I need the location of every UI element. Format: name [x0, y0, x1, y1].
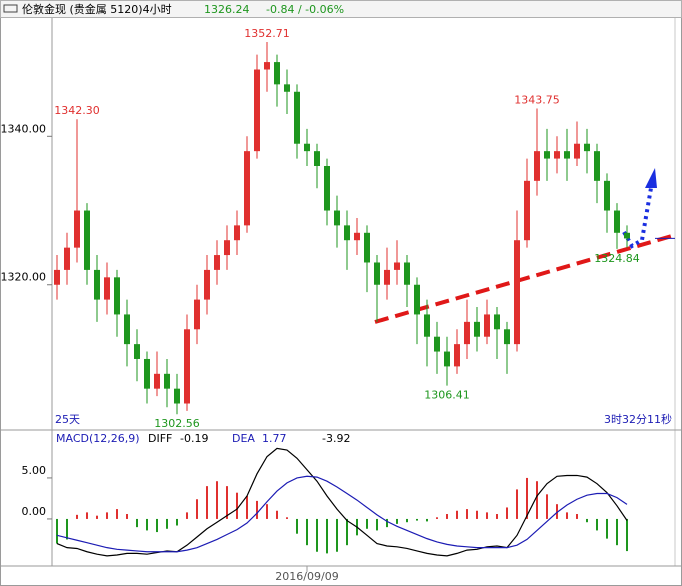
candle-body: [454, 344, 460, 367]
candle-body: [594, 151, 600, 181]
low-label: 1306.41: [424, 389, 470, 402]
candle-body: [74, 210, 80, 248]
candle-body: [384, 269, 390, 285]
candle-body: [574, 143, 580, 159]
high-label: 1352.71: [244, 27, 290, 40]
candle-body: [534, 151, 540, 181]
candle-body: [544, 151, 550, 159]
diff-name: DIFF: [148, 432, 172, 445]
candle-body: [194, 299, 200, 330]
candle-body: [184, 329, 190, 404]
forecast-arrow: [622, 187, 653, 249]
candle-body: [174, 388, 180, 404]
candle-body: [94, 269, 100, 300]
candle-body: [324, 165, 330, 211]
candle-body: [224, 240, 230, 256]
trend-line: [374, 234, 673, 324]
candle-body: [504, 329, 510, 345]
y-tick-label: 1320.00: [1, 271, 47, 284]
candle-body: [444, 351, 450, 367]
diff-value: -0.19: [180, 432, 208, 445]
macd-title: MACD(12,26,9): [56, 432, 140, 445]
macd-value: -3.92: [322, 432, 350, 445]
candle-body: [344, 225, 350, 241]
candle-body: [364, 232, 370, 263]
candle-body: [264, 62, 270, 70]
candle-body: [564, 151, 570, 159]
candle-body: [554, 151, 560, 159]
candle-body: [114, 277, 120, 315]
candle-body: [494, 314, 500, 330]
candle-body: [424, 314, 430, 337]
x-tick-label: 2016/09/09: [275, 570, 338, 583]
candle-body: [524, 180, 530, 241]
macd-line: [56, 475, 628, 553]
candle-body: [254, 69, 260, 152]
high-label: 1342.30: [54, 104, 100, 117]
arrow-head: [645, 168, 657, 188]
candle-body: [474, 321, 480, 337]
header-change: -0.84 / -0.06%: [266, 3, 344, 16]
candle-body: [64, 247, 70, 270]
macd-line: [56, 447, 628, 557]
candle-body: [394, 262, 400, 270]
high-label: 1343.75: [514, 93, 560, 106]
candle-body: [464, 321, 470, 345]
candle-body: [404, 262, 410, 285]
candle-body: [204, 269, 210, 300]
candle-body: [124, 314, 130, 345]
candle-body: [604, 180, 610, 211]
candle-body: [304, 143, 310, 152]
candle-body: [274, 62, 280, 85]
dea-value: 1.77: [262, 432, 287, 445]
dea-name: DEA: [232, 432, 255, 445]
candle-body: [234, 225, 240, 241]
candle-body: [154, 373, 160, 389]
candle-body: [284, 84, 290, 92]
candle-body: [164, 373, 170, 389]
candle-body: [214, 255, 220, 270]
candle-body: [484, 314, 490, 337]
link-icon[interactable]: [3, 4, 18, 13]
candle-body: [584, 143, 590, 152]
low-label: 1302.56: [154, 417, 200, 430]
y-tick-label: 1340.00: [1, 122, 47, 135]
candle-body: [104, 277, 110, 300]
y-tick-label: 0.00: [22, 505, 47, 518]
candle-body: [314, 151, 320, 166]
candle-body: [624, 232, 630, 239]
header-title: 伦敦金现 (贵金属 5120)4小时: [22, 2, 172, 16]
candle-body: [354, 232, 360, 241]
candle-body: [614, 210, 620, 233]
candle-body: [54, 269, 60, 285]
candle-body: [414, 284, 420, 315]
candle-body: [134, 344, 140, 359]
low-label: 1324.84: [594, 252, 640, 265]
candle-body: [334, 210, 340, 226]
countdown: 3时32分11秒: [604, 412, 672, 426]
candle-body: [144, 358, 150, 389]
header-price: 1326.24: [204, 3, 250, 16]
candle-body: [434, 336, 440, 352]
candle-body: [514, 240, 520, 345]
y-tick-label: 5.00: [22, 464, 47, 477]
candle-body: [374, 262, 380, 285]
candle-body: [294, 91, 300, 144]
candle-body: [244, 151, 250, 226]
period-label: 25天: [55, 413, 80, 426]
candle-body: [84, 210, 90, 270]
